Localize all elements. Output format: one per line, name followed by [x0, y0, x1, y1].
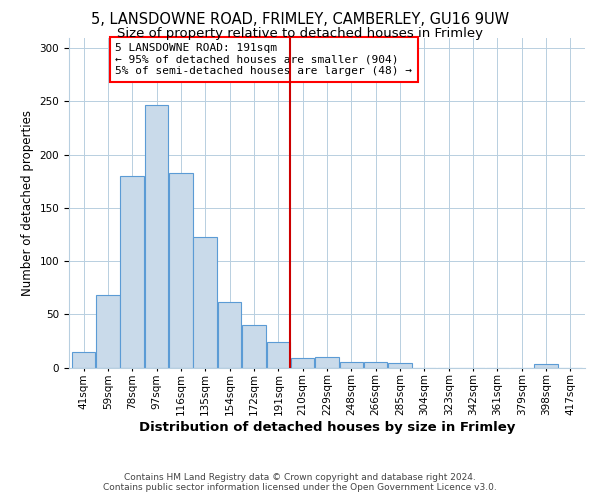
Text: Size of property relative to detached houses in Frimley: Size of property relative to detached ho… [117, 28, 483, 40]
Bar [388, 363, 412, 368]
Bar [145, 104, 169, 368]
Bar [121, 176, 144, 368]
X-axis label: Distribution of detached houses by size in Frimley: Distribution of detached houses by size … [139, 420, 515, 434]
Bar [534, 364, 558, 368]
Y-axis label: Number of detached properties: Number of detached properties [21, 110, 34, 296]
Text: 5, LANSDOWNE ROAD, FRIMLEY, CAMBERLEY, GU16 9UW: 5, LANSDOWNE ROAD, FRIMLEY, CAMBERLEY, G… [91, 12, 509, 28]
Bar [291, 358, 314, 368]
Bar [315, 357, 339, 368]
Bar [96, 295, 120, 368]
Text: 5 LANSDOWNE ROAD: 191sqm
← 95% of detached houses are smaller (904)
5% of semi-d: 5 LANSDOWNE ROAD: 191sqm ← 95% of detach… [115, 43, 412, 76]
Bar [340, 362, 363, 368]
Bar [193, 236, 217, 368]
Bar [218, 302, 241, 368]
Bar [266, 342, 290, 367]
Bar [169, 172, 193, 368]
Text: Contains HM Land Registry data © Crown copyright and database right 2024.
Contai: Contains HM Land Registry data © Crown c… [103, 473, 497, 492]
Bar [242, 325, 266, 368]
Bar [364, 362, 388, 368]
Bar [72, 352, 95, 368]
